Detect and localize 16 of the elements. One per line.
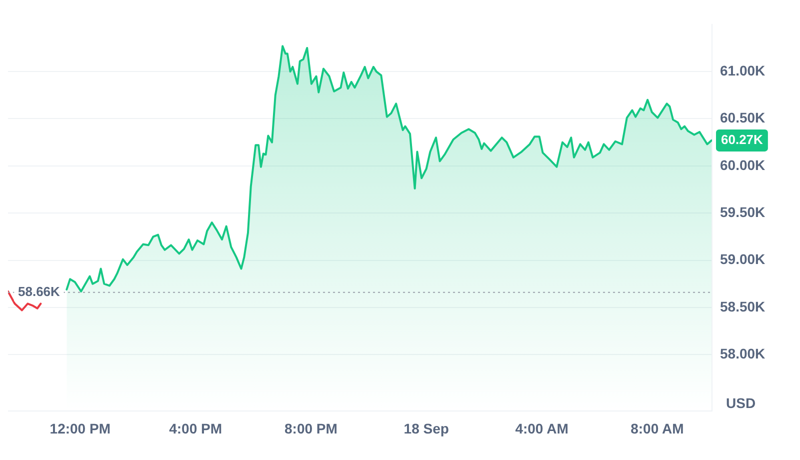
ref-line-label: 58.66K xyxy=(18,284,61,299)
x-tick-label: 8:00 AM xyxy=(630,420,684,436)
x-tick-label: 8:00 PM xyxy=(284,420,338,436)
x-tick-label: 4:00 AM xyxy=(515,420,568,436)
y-tick-label: 59.00K xyxy=(720,251,766,268)
annotation: 60.27K xyxy=(721,132,764,148)
y-tick-label: 60.00K xyxy=(720,156,766,173)
x-tick-label: 18 Sep xyxy=(404,420,449,436)
y-axis-title: USD xyxy=(726,395,756,412)
x-tick-label: 4:00 PM xyxy=(169,420,222,436)
y-tick-label: 59.50K xyxy=(720,204,766,220)
y-tick-label: 58.00K xyxy=(720,345,766,362)
y-tick-label: 60.50K xyxy=(720,110,766,126)
x-tick-label: 12:00 PM xyxy=(50,420,110,436)
y-tick-label: 58.50K xyxy=(720,298,766,314)
y-tick-label: 61.00K xyxy=(720,62,766,78)
